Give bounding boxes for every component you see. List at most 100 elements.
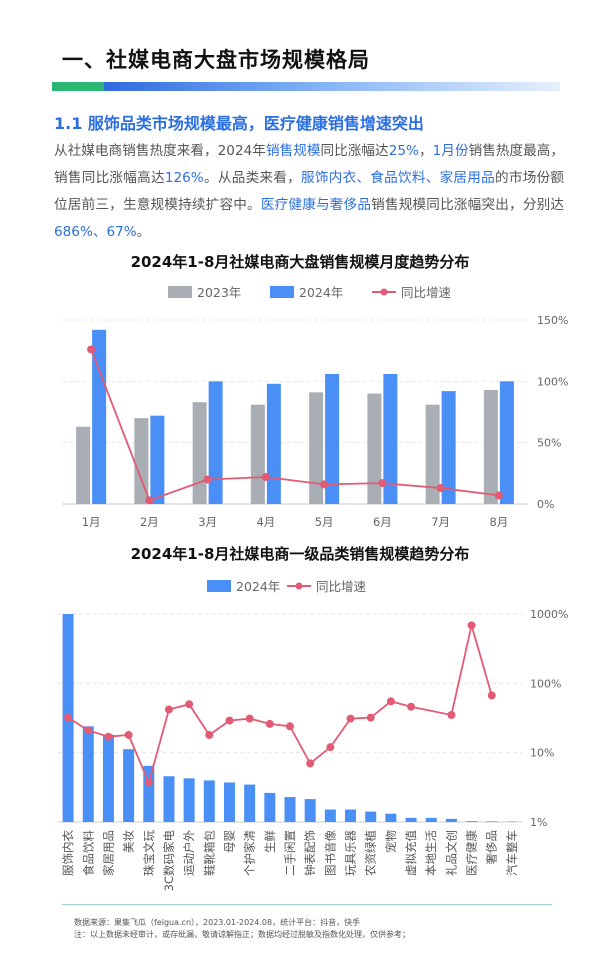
growth-point	[64, 713, 73, 722]
y-tick-label: 100%	[537, 375, 568, 388]
x-tick-label: 图书音像	[323, 830, 337, 876]
x-tick-label: 生鲜	[263, 830, 277, 853]
bar-2023	[192, 402, 207, 504]
legend-marker	[380, 288, 388, 296]
growth-point	[145, 496, 154, 505]
growth-point	[326, 743, 335, 752]
x-tick-label: 3C数码家电	[162, 830, 176, 892]
paragraph-run: 。	[136, 224, 151, 240]
x-tick-label: 农资绿植	[364, 830, 378, 876]
paragraph-run: 686%、67%	[54, 224, 137, 240]
bar-2024	[405, 817, 417, 822]
growth-point	[447, 710, 456, 719]
x-tick-label: 5月	[315, 515, 334, 529]
bar-2024	[183, 778, 195, 822]
legend-label: 2023年	[197, 285, 241, 300]
legend-swatch	[207, 580, 231, 592]
footer-source: 数据来源：果集飞瓜（feigua.cn），2023.01-2024.08，统计平…	[74, 918, 361, 927]
bar-2024	[365, 811, 377, 822]
footer-note: 注：以上数据未经审计，或存纰漏，敬请谅解指正；数据均经过脱敏及指数化处理，仅供参…	[74, 930, 410, 939]
bar-2024	[208, 381, 223, 504]
x-tick-label: 本地生活	[424, 830, 438, 876]
bar-2023	[250, 404, 265, 504]
x-tick-label: 钟表配饰	[303, 830, 317, 876]
growth-point	[144, 778, 153, 787]
paragraph-run: 销售规模同比涨幅突出，分别达	[371, 197, 565, 213]
page-title: 一、社媒电商大盘市场规模格局	[62, 48, 370, 72]
x-tick-label: 鞋靴箱包	[202, 830, 216, 876]
x-tick-label: 个护家清	[243, 830, 257, 876]
y-tick-label: 150%	[537, 314, 568, 327]
y-tick-label: 100%	[530, 677, 561, 690]
bar-2024	[441, 391, 456, 504]
bar-2024	[466, 821, 478, 822]
y-tick-label: 1000%	[530, 608, 568, 621]
paragraph-run: 的市场份额位居前三，生意规模持续扩容中。	[54, 170, 565, 213]
x-tick-label: 宠物	[384, 830, 398, 853]
x-tick-label: 奢侈品	[485, 830, 499, 865]
bar-2024	[304, 799, 316, 822]
x-tick-label: 汽车整车	[505, 830, 519, 876]
x-tick-label: 服饰内衣	[61, 830, 75, 876]
bar-2023	[367, 393, 382, 504]
bar-2024	[123, 749, 135, 822]
growth-point	[467, 621, 476, 630]
legend-label: 同比增速	[401, 285, 452, 300]
title-underline-green	[52, 82, 104, 91]
bar-2024	[324, 809, 336, 822]
bar-2024	[203, 780, 215, 822]
paragraph-run: 从社媒电商销售热度来看，2024年	[54, 143, 266, 159]
growth-line	[90, 349, 499, 502]
bar-2024	[325, 373, 340, 504]
paragraph-run: 。从品类来看，	[203, 170, 301, 186]
paragraph-run: 1月份	[432, 143, 469, 159]
x-tick-label: 6月	[373, 515, 392, 529]
title-underline-blue	[104, 82, 560, 91]
bar-2024	[486, 821, 498, 822]
paragraph-run: ，	[418, 143, 433, 159]
growth-point	[205, 730, 214, 739]
x-tick-label: 2月	[140, 515, 159, 529]
growth-point	[265, 719, 274, 728]
growth-point	[164, 705, 173, 714]
growth-point	[320, 480, 329, 489]
bar-2023	[134, 418, 149, 504]
growth-point	[261, 473, 270, 482]
bar-2024	[266, 383, 281, 504]
chart1-title: 2024年1-8月社媒电商大盘销售规模月度趋势分布	[130, 253, 470, 271]
bar-2024	[143, 765, 155, 822]
x-tick-label: 美妆	[122, 830, 136, 853]
growth-point	[436, 484, 445, 493]
legend-label: 2024年	[299, 285, 343, 300]
paragraph-run: 服饰内衣、食品饮料、家居用品	[301, 170, 495, 186]
category-trend-chart: 2024年 同比增速 1% 10% 100% 1000% 服饰内衣 食品饮料 家居用品 美妆 珠宝文…	[58, 579, 568, 892]
x-tick-label: 食品饮料	[81, 830, 95, 876]
growth-point	[245, 714, 254, 723]
bar-2023	[76, 426, 91, 504]
monthly-trend-chart: 2023年 2024年 同比增速 0% 50% 100% 150% 1月 2月 3月 4月 5月 6月 7…	[62, 285, 568, 529]
bar-2024	[150, 415, 165, 504]
title-underline	[52, 82, 560, 91]
y-tick-label: 50%	[537, 437, 561, 450]
growth-point	[185, 700, 194, 709]
x-tick-label: 8月	[489, 515, 508, 529]
bar-2024	[425, 817, 437, 822]
x-tick-label: 3月	[198, 515, 217, 529]
bar-2024	[163, 776, 175, 822]
growth-point	[366, 713, 375, 722]
growth-point	[84, 726, 93, 735]
y-tick-label: 0%	[537, 498, 554, 511]
bar-2024	[445, 818, 457, 822]
legend-label: 同比增速	[316, 579, 367, 594]
growth-point	[494, 491, 503, 500]
bar-2024	[244, 784, 256, 822]
growth-point	[203, 475, 212, 484]
paragraph-run: 销售热度最高，销售同比涨幅高达	[54, 143, 565, 186]
growth-point	[407, 702, 416, 711]
growth-point	[378, 479, 387, 488]
growth-point	[87, 345, 96, 354]
bar-2023	[425, 404, 440, 504]
bar-2023	[483, 389, 498, 504]
x-tick-label: 医疗健康	[465, 830, 479, 876]
legend-marker	[295, 582, 303, 590]
